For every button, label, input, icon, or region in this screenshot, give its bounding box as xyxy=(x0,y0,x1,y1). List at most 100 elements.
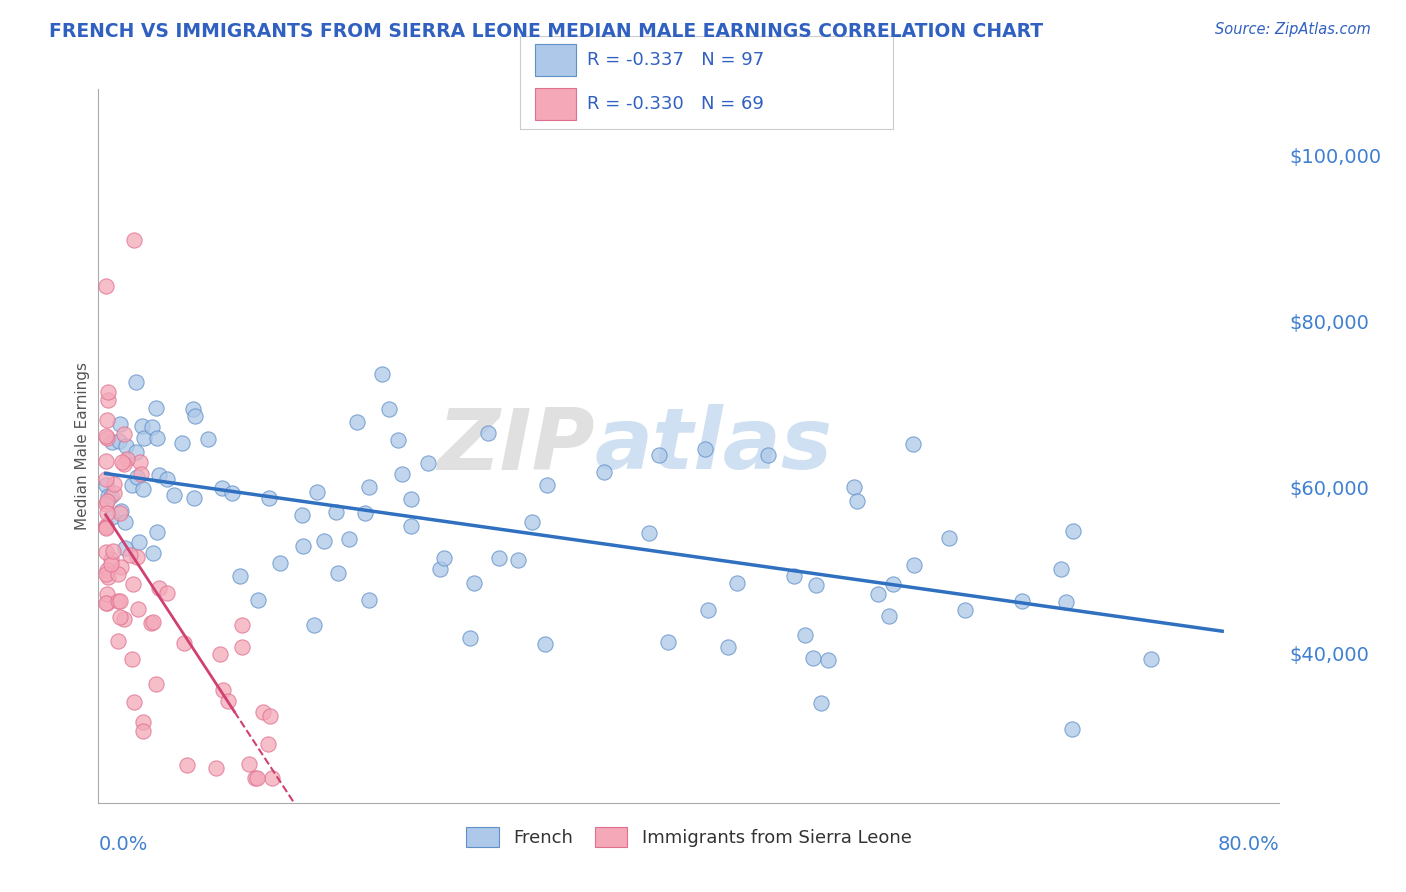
Point xyxy=(901,437,924,451)
Point xyxy=(112,426,135,441)
Point xyxy=(1062,524,1084,539)
Point xyxy=(96,413,118,427)
Point xyxy=(292,539,315,553)
Point xyxy=(183,491,205,506)
Point xyxy=(231,617,253,632)
Point xyxy=(354,506,377,520)
Point xyxy=(260,771,283,785)
Point xyxy=(97,570,120,584)
Point xyxy=(810,696,832,710)
Point xyxy=(337,533,360,547)
Point xyxy=(181,402,204,417)
Point xyxy=(211,481,233,495)
Point xyxy=(114,541,136,555)
Point xyxy=(638,526,661,541)
Point xyxy=(110,455,132,469)
Point xyxy=(882,577,904,591)
Point xyxy=(534,637,557,651)
Point xyxy=(125,445,148,459)
Point xyxy=(401,491,423,506)
Point xyxy=(488,551,510,566)
Point xyxy=(107,594,129,608)
Point xyxy=(259,708,281,723)
Point xyxy=(197,432,219,446)
Point xyxy=(391,467,413,481)
Point xyxy=(97,385,120,400)
Point xyxy=(257,737,280,751)
Point xyxy=(477,425,499,440)
Point xyxy=(142,615,165,629)
Point xyxy=(97,489,120,503)
Point xyxy=(94,497,117,511)
Text: FRENCH VS IMMIGRANTS FROM SIERRA LEONE MEDIAN MALE EARNINGS CORRELATION CHART: FRENCH VS IMMIGRANTS FROM SIERRA LEONE M… xyxy=(49,22,1043,41)
Point xyxy=(302,618,325,632)
Point xyxy=(115,452,138,467)
Point xyxy=(125,549,148,564)
Point xyxy=(693,442,716,457)
Point xyxy=(121,651,143,665)
Point xyxy=(221,485,243,500)
Point xyxy=(243,771,266,785)
Point xyxy=(127,470,149,484)
Point xyxy=(94,279,117,293)
Point xyxy=(108,506,131,520)
Point xyxy=(129,455,152,469)
Point xyxy=(648,448,671,462)
Point xyxy=(96,563,118,577)
Bar xyxy=(536,88,576,120)
Point xyxy=(401,518,423,533)
Point xyxy=(122,233,145,247)
Text: Source: ZipAtlas.com: Source: ZipAtlas.com xyxy=(1215,22,1371,37)
Point xyxy=(536,478,558,492)
Point xyxy=(257,491,280,505)
Point xyxy=(357,480,380,494)
Point xyxy=(817,653,839,667)
Point xyxy=(146,431,169,445)
Point xyxy=(801,651,824,665)
Point xyxy=(145,401,167,415)
Point xyxy=(846,494,869,508)
Point xyxy=(794,628,817,642)
Point xyxy=(269,556,291,570)
Point xyxy=(132,482,155,496)
Point xyxy=(163,488,186,502)
Text: 80.0%: 80.0% xyxy=(1218,835,1279,854)
Point xyxy=(125,375,148,389)
Point xyxy=(463,575,485,590)
Point xyxy=(101,509,124,524)
Point xyxy=(328,566,350,580)
Point xyxy=(176,758,198,772)
Point xyxy=(717,640,740,654)
Point xyxy=(97,393,120,408)
Point xyxy=(131,724,153,739)
Text: ZIP: ZIP xyxy=(437,404,595,488)
Point xyxy=(508,553,530,567)
Point xyxy=(107,633,129,648)
Point xyxy=(96,431,118,445)
Point xyxy=(433,551,456,566)
Point xyxy=(217,694,239,708)
Point xyxy=(112,458,135,472)
Point xyxy=(112,612,135,626)
Point xyxy=(132,431,155,445)
Point xyxy=(141,420,163,434)
Point xyxy=(94,453,117,467)
Point xyxy=(387,433,409,447)
Point xyxy=(429,562,451,576)
Point xyxy=(100,489,122,503)
Text: 0.0%: 0.0% xyxy=(98,835,148,854)
Point xyxy=(100,557,122,571)
Point xyxy=(108,594,131,608)
Point xyxy=(146,524,169,539)
Point xyxy=(211,683,233,698)
Point xyxy=(291,508,314,522)
Point xyxy=(209,647,232,661)
Point xyxy=(96,596,118,610)
Point xyxy=(142,546,165,560)
Y-axis label: Median Male Earnings: Median Male Earnings xyxy=(75,362,90,530)
Point xyxy=(229,569,252,583)
Point xyxy=(312,534,335,549)
Point xyxy=(696,603,718,617)
Point xyxy=(115,439,138,453)
Point xyxy=(247,593,270,607)
